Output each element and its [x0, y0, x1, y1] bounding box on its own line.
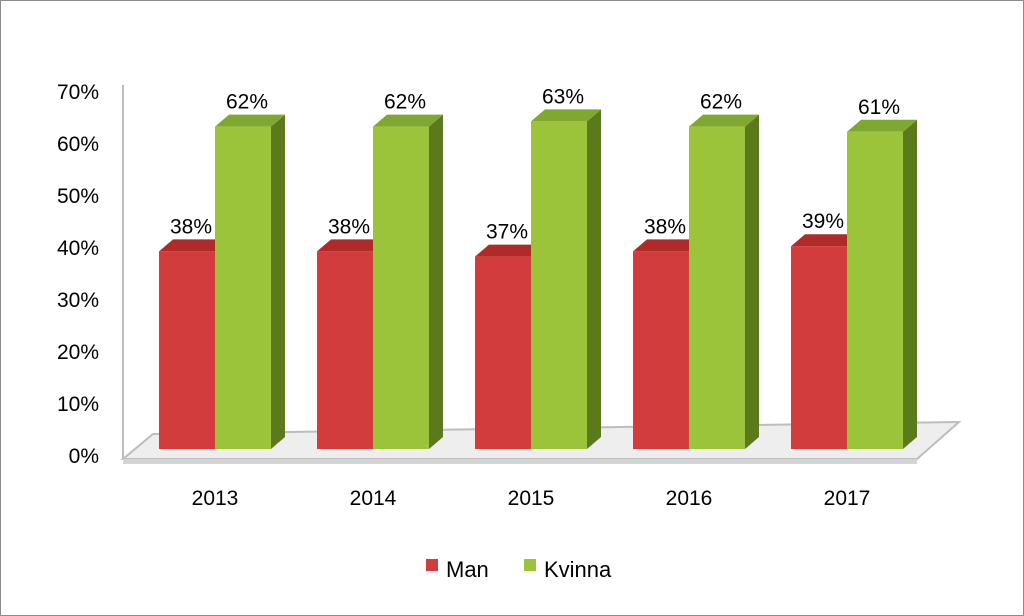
legend-item-kvinna: Kvinna: [524, 557, 612, 582]
bar-front: [317, 251, 373, 449]
floor-edge: [123, 459, 917, 464]
bar-top: [847, 119, 917, 132]
data-label-man: 39%: [802, 210, 844, 233]
bar-top: [373, 114, 443, 127]
y-tick-label: 40%: [57, 237, 99, 260]
bar-top: [317, 239, 387, 252]
y-axis: 0% 10% 20% 30% 40% 50% 60% 70%: [57, 81, 124, 468]
bar-top: [689, 114, 759, 127]
bars: [159, 109, 917, 450]
bar-top: [633, 239, 703, 252]
bar-kvinna-2013: [215, 114, 285, 449]
bar-kvinna-2016: [689, 114, 759, 449]
x-tick-label: 2014: [350, 487, 397, 510]
bar-front: [475, 256, 531, 449]
data-label-kvinna: 63%: [542, 85, 584, 108]
y-tick-label: 70%: [57, 81, 99, 104]
bar-side: [429, 114, 443, 449]
bar-front: [791, 246, 847, 449]
bar-side: [271, 114, 285, 449]
data-label-man: 38%: [170, 215, 212, 238]
bar-side: [745, 114, 759, 449]
legend-label: Kvinna: [544, 557, 612, 582]
bar-top: [531, 109, 601, 122]
bar-top: [159, 239, 229, 252]
bar-top: [791, 234, 861, 247]
bar-side: [587, 109, 601, 450]
y-tick-label: 10%: [57, 393, 99, 416]
x-tick-label: 2013: [192, 487, 239, 510]
bar-side: [903, 119, 917, 450]
y-tick-label: 50%: [57, 185, 99, 208]
data-label-man: 38%: [644, 215, 686, 238]
legend: Man Kvinna: [426, 557, 612, 582]
legend-item-man: Man: [426, 557, 489, 582]
data-label-kvinna: 62%: [384, 91, 426, 114]
data-label-kvinna: 61%: [858, 96, 900, 119]
data-label-man: 37%: [486, 221, 528, 244]
bar-front: [159, 251, 215, 449]
x-tick-label: 2015: [508, 487, 555, 510]
y-tick-label: 0%: [69, 445, 99, 468]
bar-front: [847, 131, 903, 450]
bar-front: [689, 126, 745, 449]
bar-kvinna-2017: [847, 119, 917, 450]
y-tick-label: 30%: [57, 289, 99, 312]
bar-top: [475, 244, 545, 257]
x-tick-label: 2017: [824, 487, 871, 510]
y-tick-label: 60%: [57, 133, 99, 156]
bar-front: [531, 121, 587, 450]
x-axis: 2013 2014 2015 2016 2017: [192, 487, 871, 510]
bar-front: [633, 251, 689, 449]
bar-kvinna-2015: [531, 109, 601, 450]
bar-kvinna-2014: [373, 114, 443, 449]
data-label-kvinna: 62%: [700, 91, 742, 114]
data-label-kvinna: 62%: [226, 91, 268, 114]
legend-swatch: [524, 559, 536, 571]
bar-top: [215, 114, 285, 127]
x-tick-label: 2016: [666, 487, 713, 510]
bar-front: [373, 126, 429, 449]
data-labels: 38% 62% 38% 62% 37% 63% 38% 62% 39% 61%: [170, 85, 900, 243]
legend-label: Man: [446, 557, 489, 582]
y-tick-label: 20%: [57, 341, 99, 364]
data-label-man: 38%: [328, 215, 370, 238]
legend-swatch: [426, 559, 438, 571]
bar-front: [215, 126, 271, 449]
